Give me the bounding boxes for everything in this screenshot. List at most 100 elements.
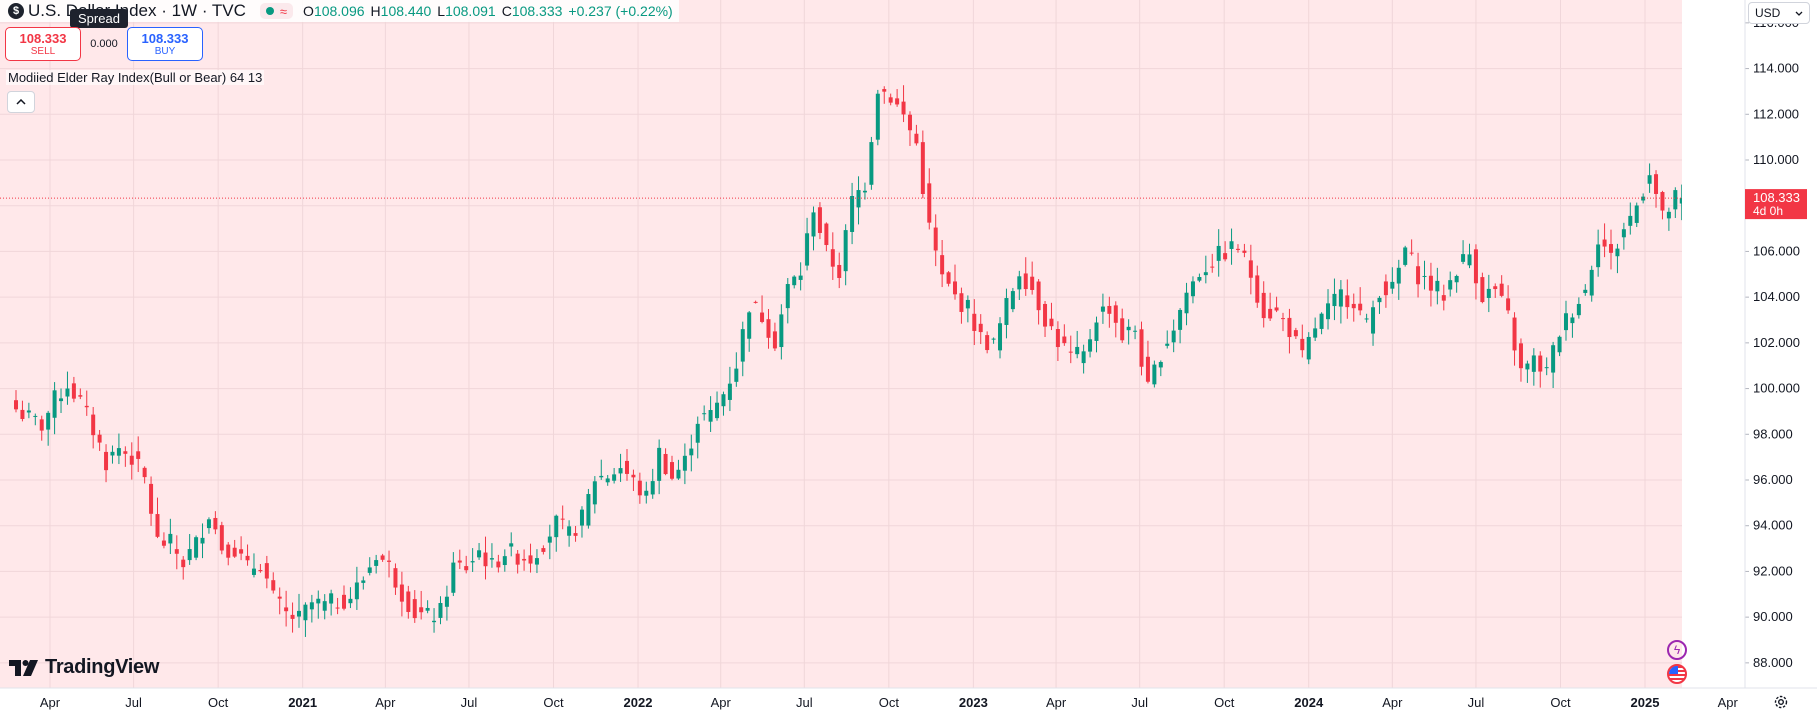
candle-body bbox=[1126, 326, 1131, 331]
candle-body bbox=[592, 481, 597, 505]
candle-body bbox=[1178, 309, 1183, 330]
candle-body bbox=[522, 558, 527, 561]
candle-body bbox=[59, 398, 64, 402]
candle-body bbox=[46, 412, 51, 430]
candle-body bbox=[753, 301, 758, 303]
candle-body bbox=[374, 560, 379, 566]
x-tick-label: 2025 bbox=[1631, 695, 1660, 710]
candle-body bbox=[907, 114, 912, 131]
indicator-legend[interactable]: Modiied Elder Ray Index(Bull or Bear) 64… bbox=[6, 70, 265, 85]
candle-body bbox=[933, 227, 938, 251]
candle-body bbox=[618, 468, 623, 474]
gear-icon[interactable] bbox=[1772, 693, 1790, 711]
ohlc-item: C108.333 bbox=[502, 3, 563, 19]
candle-body bbox=[1345, 295, 1350, 308]
currency-dropdown[interactable]: USD bbox=[1748, 2, 1810, 24]
candle-body bbox=[342, 594, 347, 609]
candle-body bbox=[309, 602, 314, 610]
candle-body bbox=[1525, 363, 1530, 370]
candle-body bbox=[1100, 306, 1105, 312]
candle-body bbox=[110, 451, 115, 456]
ohlc-key: L bbox=[437, 3, 446, 19]
ohlc-item: +0.237 (+0.22%) bbox=[568, 3, 672, 19]
candle-body bbox=[84, 405, 89, 408]
wave-icon: ≈ bbox=[279, 3, 288, 19]
candle-body bbox=[965, 299, 970, 309]
candle-body bbox=[1544, 367, 1549, 369]
candle-body bbox=[1158, 361, 1163, 368]
candle-body bbox=[168, 533, 173, 544]
candle-body bbox=[1441, 295, 1446, 301]
candle-body bbox=[322, 601, 327, 611]
candle-body bbox=[1300, 338, 1305, 351]
candle-body bbox=[1062, 336, 1067, 344]
buy-button[interactable]: 108.333 BUY bbox=[127, 27, 203, 61]
x-tick-label: Apr bbox=[375, 695, 396, 710]
price-axis[interactable]: 88.000 90.000 92.000 94.000 96.000 98.000 100.… bbox=[1744, 0, 1800, 688]
candle-body bbox=[985, 335, 990, 351]
candle-body bbox=[245, 555, 250, 561]
candle-body bbox=[850, 195, 855, 232]
candle-body bbox=[1184, 292, 1189, 314]
x-tick-label: 2023 bbox=[959, 695, 988, 710]
candle-body bbox=[760, 312, 765, 322]
candle-body bbox=[940, 255, 945, 275]
y-tick-label: 90.000 bbox=[1753, 609, 1793, 624]
last-price-tag-bg bbox=[1745, 189, 1807, 220]
candle-body bbox=[1017, 276, 1022, 290]
candle-body bbox=[181, 559, 186, 568]
collapse-legend-button[interactable] bbox=[7, 91, 35, 113]
candle-body bbox=[1666, 211, 1671, 219]
candle-body bbox=[515, 553, 520, 565]
candle-body bbox=[354, 582, 359, 600]
us-flag-icon[interactable] bbox=[1667, 664, 1687, 684]
candle-body bbox=[1660, 192, 1665, 211]
symbol-header: $ U.S. Dollar Index · 1W · TVC ≈ O108.09… bbox=[0, 0, 679, 22]
candle-body bbox=[412, 599, 417, 619]
candle-body bbox=[998, 323, 1003, 351]
candle-body bbox=[1281, 318, 1286, 320]
x-tick-label: Oct bbox=[879, 695, 900, 710]
sell-button[interactable]: 108.333 SELL bbox=[5, 27, 81, 61]
candle-body bbox=[1454, 275, 1459, 283]
x-tick-label: Apr bbox=[1382, 695, 1403, 710]
candle-body bbox=[1088, 339, 1093, 352]
lightning-icon[interactable]: ϟ bbox=[1667, 640, 1687, 660]
candle-body bbox=[888, 97, 893, 103]
candle-body bbox=[727, 383, 732, 400]
symbol-title[interactable]: U.S. Dollar Index · 1W · TVC bbox=[28, 1, 246, 20]
candle-body bbox=[1499, 283, 1504, 296]
candle-body bbox=[959, 293, 964, 312]
spread-value: 0.000 bbox=[90, 38, 118, 50]
candle-body bbox=[187, 549, 192, 561]
candle-body bbox=[123, 451, 128, 454]
candle-body bbox=[20, 409, 25, 419]
candle-body bbox=[1216, 245, 1221, 261]
candle-body bbox=[444, 596, 449, 607]
candle-body bbox=[1647, 175, 1652, 184]
candle-body bbox=[1518, 343, 1523, 369]
currency-value: USD bbox=[1755, 6, 1781, 20]
y-tick-label: 92.000 bbox=[1753, 563, 1793, 578]
candle-body bbox=[586, 494, 591, 526]
y-tick-label: 104.000 bbox=[1753, 289, 1800, 304]
candle-body bbox=[393, 568, 398, 588]
x-tick-label: 2022 bbox=[624, 695, 653, 710]
candle-body bbox=[1313, 328, 1318, 338]
tradingview-logo[interactable]: TradingView bbox=[9, 656, 159, 679]
candle-body bbox=[657, 447, 662, 481]
candle-body bbox=[1473, 249, 1478, 284]
candle-body bbox=[1634, 205, 1639, 223]
time-axis[interactable]: Apr Jul Oct 2021 Apr Jul Oct 2022 Apr Jul Oct 2023 A… bbox=[0, 687, 1817, 720]
market-status[interactable]: ≈ bbox=[259, 3, 294, 19]
candle-body bbox=[1538, 355, 1543, 372]
candle-body bbox=[1107, 305, 1112, 314]
candle-body bbox=[1203, 272, 1208, 276]
candle-body bbox=[419, 607, 424, 613]
x-tick-label: Jul bbox=[796, 695, 813, 710]
candle-body bbox=[226, 544, 231, 558]
candle-body bbox=[682, 455, 687, 471]
candle-body bbox=[258, 570, 263, 572]
x-tick-label: Apr bbox=[711, 695, 732, 710]
